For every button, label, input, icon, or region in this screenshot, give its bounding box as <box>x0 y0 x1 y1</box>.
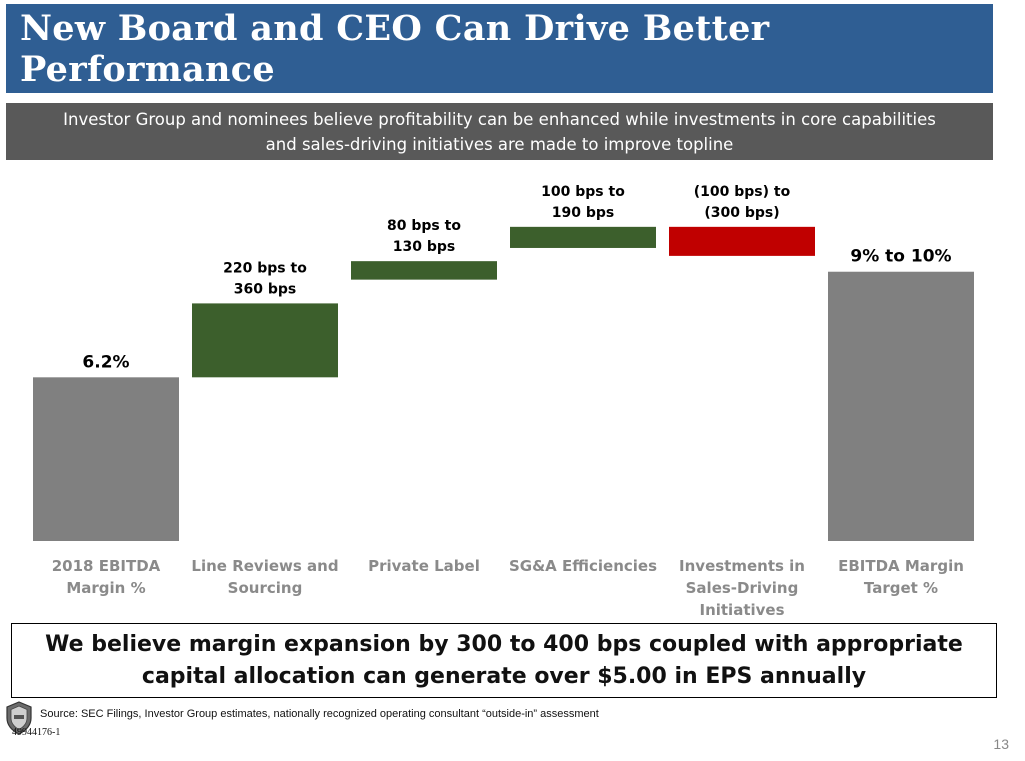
page-number: 13 <box>993 736 1009 752</box>
bar-4 <box>669 226 815 256</box>
bar-5 <box>828 271 974 541</box>
category-label-2: Private Label <box>368 557 480 575</box>
category-label-3: SG&A Efficiencies <box>509 557 657 575</box>
shield-logo-icon <box>6 701 32 735</box>
bar-1 <box>192 303 338 378</box>
document-id: 49944176-1 <box>12 727 61 738</box>
source-note: Source: SEC Filings, Investor Group esti… <box>40 708 599 720</box>
callout-box: We believe margin expansion by 300 to 40… <box>11 623 997 698</box>
bar-2 <box>351 261 497 280</box>
data-label-5: 9% to 10% <box>850 247 951 267</box>
bar-0 <box>33 377 179 541</box>
callout-text: We believe margin expansion by 300 to 40… <box>45 631 963 689</box>
data-label-2: 80 bps to 130 bps <box>387 218 461 255</box>
waterfall-chart: 6.2% 2018 EBITDA Margin % 220 bps to 360 bps… <box>33 184 974 619</box>
title-bar: New Board and CEO Can Drive Better Perfo… <box>6 4 993 93</box>
bar-3 <box>510 226 656 248</box>
category-label-4: Investments in Sales-Driving Initiatives <box>679 557 805 619</box>
data-label-1: 220 bps to 360 bps <box>223 260 307 297</box>
data-label-0: 6.2% <box>82 352 129 372</box>
data-label-3: 100 bps to 190 bps <box>541 184 625 221</box>
subtitle-bar: Investor Group and nominees believe prof… <box>6 103 993 160</box>
category-label-5: EBITDA Margin Target % <box>838 557 964 597</box>
slide-subtitle: Investor Group and nominees believe prof… <box>63 109 936 154</box>
data-label-4: (100 bps) to (300 bps) <box>694 184 791 221</box>
slide-title: New Board and CEO Can Drive Better Perfo… <box>20 7 770 90</box>
category-label-0: 2018 EBITDA Margin % <box>52 557 161 597</box>
category-label-1: Line Reviews and Sourcing <box>191 557 338 597</box>
